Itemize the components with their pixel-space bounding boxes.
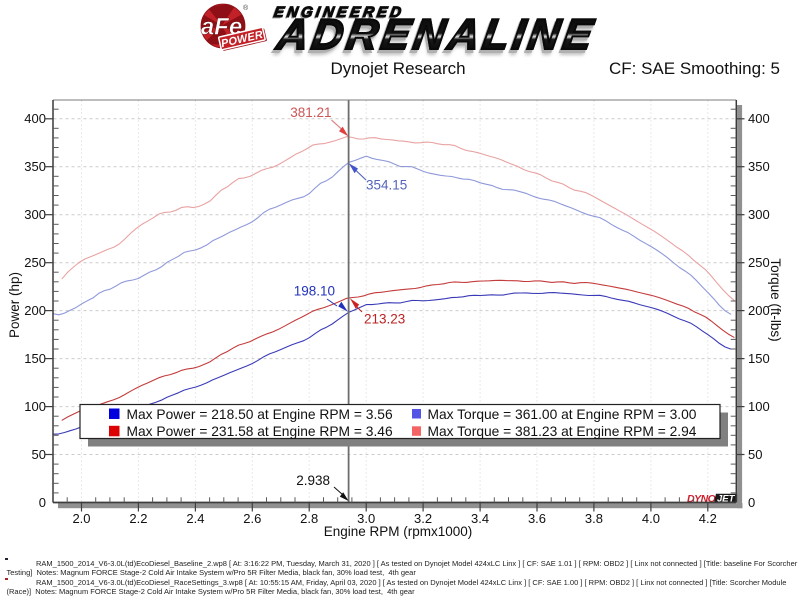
svg-text:3.6: 3.6: [528, 511, 546, 526]
svg-text:350: 350: [24, 159, 46, 174]
svg-text:2.0: 2.0: [72, 511, 90, 526]
svg-text:JET: JET: [717, 494, 736, 505]
svg-text:300: 300: [24, 207, 46, 222]
svg-text:2.8: 2.8: [300, 511, 318, 526]
svg-text:3.8: 3.8: [585, 511, 603, 526]
svg-text:Torque (ft-lbs): Torque (ft-lbs): [768, 258, 783, 341]
svg-text:50: 50: [32, 447, 46, 462]
svg-text:381.21: 381.21: [290, 105, 331, 120]
svg-text:2.938: 2.938: [296, 473, 330, 488]
svg-text:400: 400: [24, 111, 46, 126]
svg-text:3.0: 3.0: [357, 511, 375, 526]
svg-text:3.4: 3.4: [471, 511, 489, 526]
svg-text:150: 150: [24, 351, 46, 366]
svg-text:400: 400: [748, 111, 770, 126]
svg-text:2.4: 2.4: [186, 511, 204, 526]
svg-text:200: 200: [748, 303, 770, 318]
svg-text:213.23: 213.23: [364, 312, 405, 327]
svg-text:2.6: 2.6: [243, 511, 261, 526]
svg-text:0: 0: [39, 495, 46, 510]
svg-text:300: 300: [748, 207, 770, 222]
svg-text:0: 0: [748, 495, 755, 510]
svg-text:®: ®: [243, 4, 249, 12]
svg-text:Dynojet Research: Dynojet Research: [330, 59, 465, 78]
svg-text:250: 250: [24, 255, 46, 270]
svg-text:354.15: 354.15: [366, 177, 407, 192]
svg-text:Max Torque = 361.00 at Engine: Max Torque = 361.00 at Engine RPM = 3.00: [428, 407, 697, 422]
svg-text:198.10: 198.10: [294, 284, 335, 299]
svg-text:Max Power = 231.58 at Engine R: Max Power = 231.58 at Engine RPM = 3.46: [127, 424, 393, 439]
svg-text:CF: SAE Smoothing: 5: CF: SAE Smoothing: 5: [609, 59, 780, 78]
svg-text:4.0: 4.0: [642, 511, 660, 526]
svg-text:Engine RPM (rpmx1000): Engine RPM (rpmx1000): [324, 524, 473, 539]
svg-text:100: 100: [24, 399, 46, 414]
svg-text:4.2: 4.2: [699, 511, 717, 526]
svg-text:150: 150: [748, 351, 770, 366]
svg-text:Max Power = 218.50 at Engine R: Max Power = 218.50 at Engine RPM = 3.56: [127, 407, 393, 422]
svg-text:Power (hp): Power (hp): [7, 272, 22, 338]
svg-text:50: 50: [748, 447, 762, 462]
svg-text:2.2: 2.2: [129, 511, 147, 526]
svg-text:250: 250: [748, 255, 770, 270]
svg-text:3.2: 3.2: [414, 511, 432, 526]
svg-text:100: 100: [748, 399, 770, 414]
svg-text:Max Torque = 381.23 at Engine: Max Torque = 381.23 at Engine RPM = 2.94: [428, 424, 697, 439]
svg-text:200: 200: [24, 303, 46, 318]
svg-text:350: 350: [748, 159, 770, 174]
